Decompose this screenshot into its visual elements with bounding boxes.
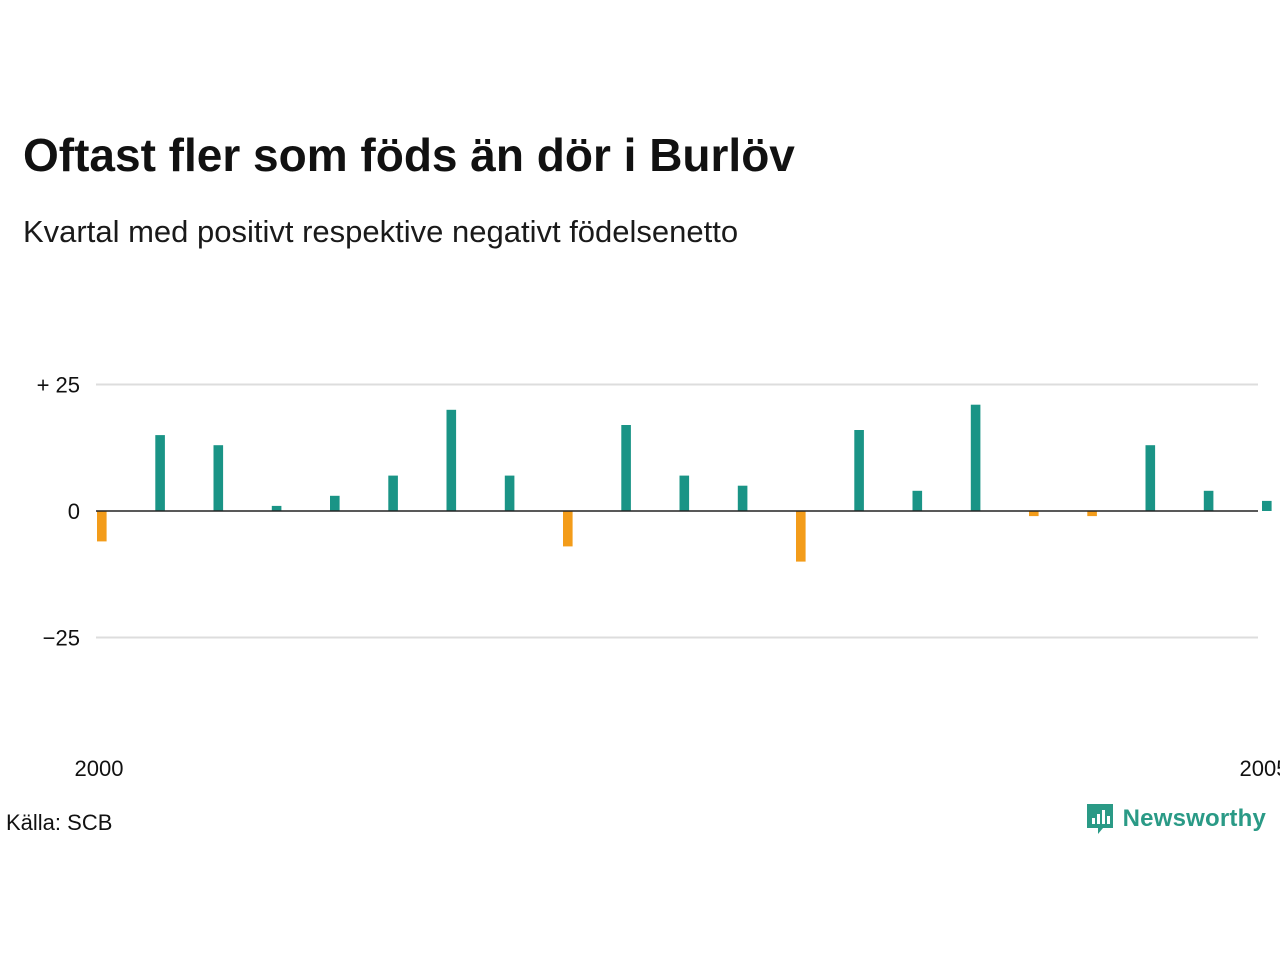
bar-positive bbox=[1203, 490, 1214, 511]
bars bbox=[97, 404, 1272, 562]
bar-positive bbox=[155, 435, 165, 511]
bar-positive bbox=[970, 404, 981, 511]
bar-positive bbox=[213, 445, 224, 511]
bar-positive bbox=[854, 430, 864, 511]
y-tick-label: + 25 bbox=[37, 373, 80, 398]
bar-positive bbox=[446, 409, 457, 511]
bar-negative bbox=[97, 511, 107, 542]
bar-positive bbox=[912, 490, 923, 511]
bar-negative bbox=[1029, 511, 1039, 517]
bar-positive bbox=[737, 485, 748, 511]
bar-positive bbox=[621, 425, 631, 511]
bar-positive bbox=[271, 505, 282, 511]
source-label: Källa: SCB bbox=[6, 810, 113, 835]
x-tick-label: 2005 bbox=[1240, 756, 1280, 781]
bar-positive bbox=[1262, 500, 1272, 511]
bar-negative bbox=[1087, 511, 1097, 517]
x-tick-label: 2000 bbox=[75, 756, 124, 781]
gridlines bbox=[96, 383, 1258, 639]
bar-positive bbox=[388, 475, 398, 511]
brand[interactable]: Newsworthy bbox=[1085, 802, 1266, 836]
bar-positive bbox=[330, 495, 340, 511]
chart-title: Oftast fler som föds än dör i Burlöv bbox=[23, 129, 795, 181]
chart-subtitle: Kvartal med positivt respektive negativt… bbox=[23, 214, 739, 249]
bar-positive bbox=[679, 475, 690, 511]
bar-negative bbox=[563, 511, 573, 547]
bar-negative bbox=[796, 511, 806, 562]
y-tick-label: 0 bbox=[68, 499, 80, 524]
y-tick-label: −25 bbox=[43, 626, 80, 651]
axes: + 250−2520002005201020152020 bbox=[37, 373, 1280, 782]
bar-positive bbox=[1145, 445, 1156, 511]
newsworthy-logo-icon bbox=[1086, 804, 1113, 834]
bar-chart: + 250−2520002005201020152020 bbox=[37, 373, 1280, 782]
bar-positive bbox=[504, 475, 515, 511]
brand-name: Newsworthy bbox=[1122, 805, 1266, 832]
